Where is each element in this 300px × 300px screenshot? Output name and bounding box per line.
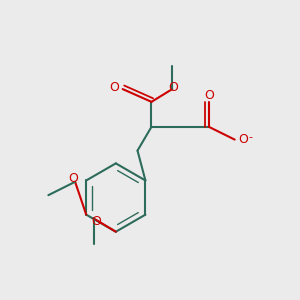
- Text: O: O: [239, 133, 249, 146]
- Text: -: -: [248, 132, 252, 142]
- Text: O: O: [204, 89, 214, 102]
- Text: O: O: [110, 81, 119, 94]
- Text: O: O: [92, 215, 101, 228]
- Text: O: O: [168, 81, 178, 94]
- Text: O: O: [68, 172, 78, 185]
